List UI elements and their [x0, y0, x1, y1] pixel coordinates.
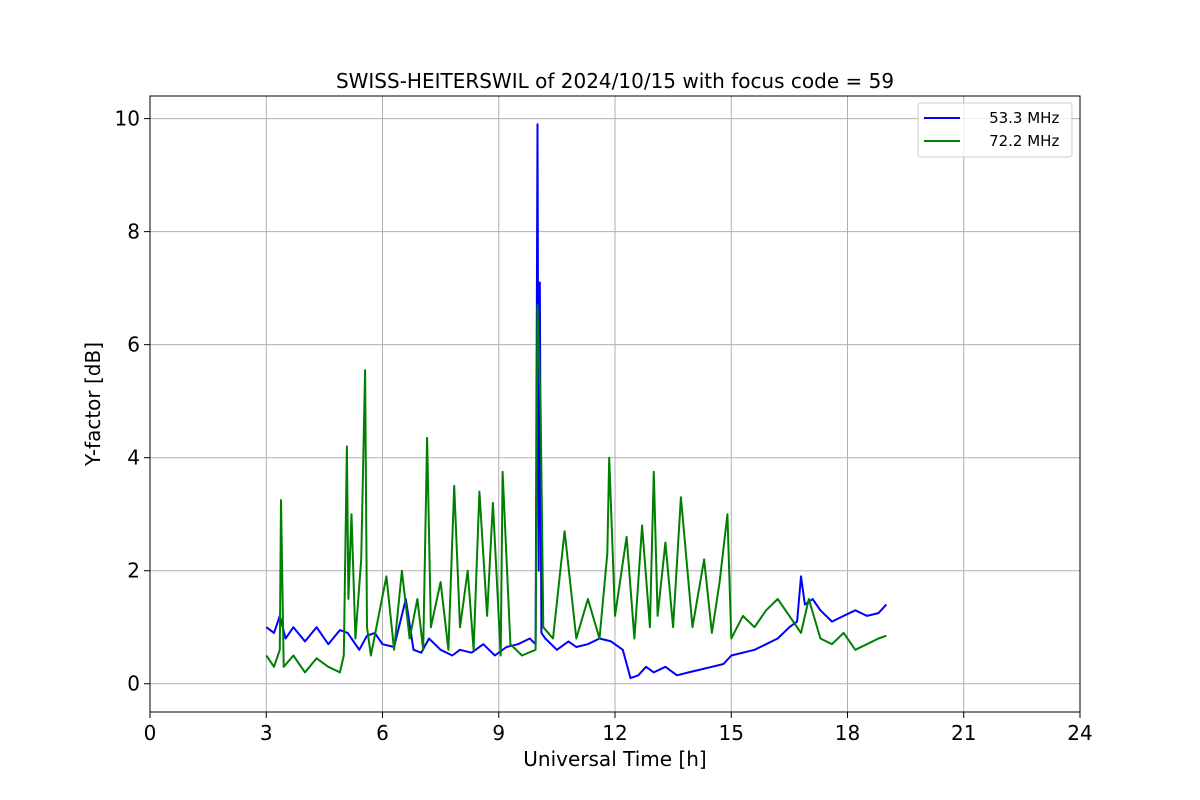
y-tick-label: 8 — [127, 220, 140, 244]
legend-label-1: 53.3 MHz — [970, 109, 1059, 127]
y-tick-label: 0 — [127, 672, 140, 696]
y-tick-label: 10 — [115, 107, 140, 131]
x-tick-label: 9 — [492, 721, 505, 745]
x-tick-label: 18 — [835, 721, 860, 745]
x-axis-title: Universal Time [h] — [523, 747, 706, 771]
x-tick-label: 3 — [260, 721, 273, 745]
y-axis-title: Y-factor [dB] — [81, 342, 105, 467]
x-tick-label: 0 — [144, 721, 157, 745]
legend: 53.3 MHz 72.2 MHz — [917, 102, 1073, 158]
x-tick-label: 12 — [602, 721, 627, 745]
chart-title: SWISS-HEITERSWIL of 2024/10/15 with focu… — [336, 69, 894, 93]
y-tick-label: 4 — [127, 446, 140, 470]
x-tick-label: 21 — [951, 721, 976, 745]
series-line-1 — [265, 123, 888, 680]
x-tick-label: 6 — [376, 721, 389, 745]
x-tick-label: 15 — [719, 721, 744, 745]
y-tick-label: 6 — [127, 333, 140, 357]
legend-label-2: 72.2 MHz — [970, 132, 1059, 150]
legend-box — [917, 102, 1073, 158]
x-tick-label: 24 — [1067, 721, 1092, 745]
series-line-2 — [265, 304, 887, 674]
y-tick-label: 2 — [127, 559, 140, 583]
series-layer — [265, 123, 888, 680]
